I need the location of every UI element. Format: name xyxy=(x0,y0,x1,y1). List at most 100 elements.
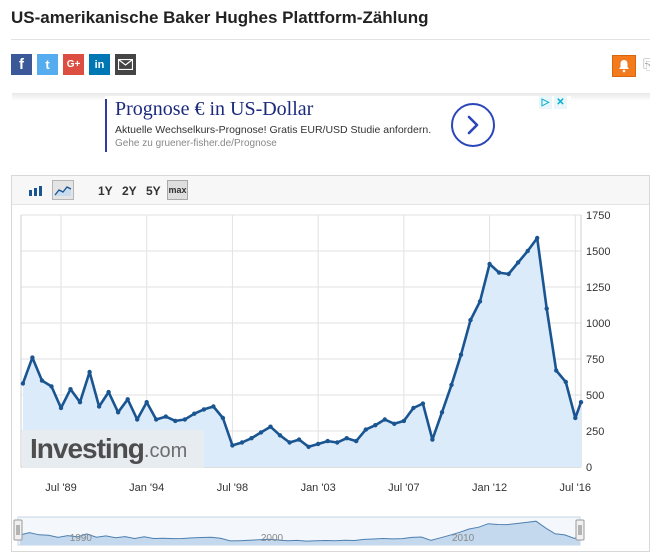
ad-title[interactable]: Prognose € in US-Dollar xyxy=(115,98,314,120)
data-point xyxy=(296,437,302,442)
navigator-label: 1990 xyxy=(70,533,93,544)
chart-axes: 0 250 500 750 1000 1250 1500 1750 Jul '89 Jan '94… xyxy=(45,210,610,494)
data-point xyxy=(192,411,197,416)
data-point xyxy=(49,384,54,389)
data-point xyxy=(58,405,64,411)
data-point xyxy=(439,410,445,415)
data-point xyxy=(115,410,121,415)
data-point xyxy=(477,299,483,304)
bell-plus-icon xyxy=(619,60,629,73)
envelope-icon xyxy=(118,59,133,70)
y-tick-label: 1000 xyxy=(586,318,610,330)
data-point xyxy=(573,415,578,421)
data-point xyxy=(125,397,130,402)
x-tick-label: Jan '94 xyxy=(129,482,164,494)
chart-toolbar: 1Y 2Y 5Y max xyxy=(12,176,649,205)
data-point xyxy=(306,444,311,449)
data-point xyxy=(382,417,387,422)
y-tick-label: 250 xyxy=(586,426,604,438)
linkedin-share-button[interactable]: in xyxy=(89,54,110,75)
y-tick-label: 0 xyxy=(586,462,592,474)
share-bar: f t G+ in xyxy=(11,54,136,75)
range-navigator[interactable]: 1990 2000 2010 xyxy=(13,516,585,546)
y-tick-label: 1750 xyxy=(586,210,610,222)
bar-chart-type-button[interactable] xyxy=(25,180,47,200)
data-point xyxy=(182,417,187,422)
range-1y-button[interactable]: 1Y xyxy=(98,184,113,198)
data-point xyxy=(258,430,264,435)
data-point xyxy=(420,401,426,406)
data-point xyxy=(563,379,568,385)
data-point xyxy=(487,261,492,267)
data-point xyxy=(135,417,140,422)
data-point xyxy=(430,437,435,442)
y-tick-label: 750 xyxy=(586,354,604,366)
data-point xyxy=(220,415,226,421)
adchoices-icon[interactable]: ▷ xyxy=(539,96,552,109)
partial-icon: ⎘ xyxy=(643,56,650,72)
navigator-label: 2000 xyxy=(261,533,284,544)
data-point xyxy=(268,424,273,429)
create-alert-button[interactable] xyxy=(612,55,636,77)
data-point xyxy=(20,381,26,386)
chart-series xyxy=(20,235,584,449)
page-title: US-amerikanische Baker Hughes Plattform-… xyxy=(11,8,429,27)
range-2y-button[interactable]: 2Y xyxy=(122,184,137,198)
chevron-right-icon xyxy=(467,115,479,135)
navigator-handle[interactable] xyxy=(575,519,585,541)
range-max-button[interactable]: max xyxy=(167,180,188,200)
data-point xyxy=(373,423,378,428)
range-5y-button[interactable]: 5Y xyxy=(146,184,161,198)
data-point xyxy=(287,440,292,445)
data-point xyxy=(154,417,159,422)
data-point xyxy=(535,235,540,241)
data-point xyxy=(468,317,473,323)
x-tick-label: Jan '03 xyxy=(301,482,336,494)
title-divider xyxy=(11,39,650,40)
y-tick-label: 1500 xyxy=(586,246,610,258)
ad-accent-bar xyxy=(105,99,107,152)
facebook-share-button[interactable]: f xyxy=(11,54,32,75)
data-point xyxy=(335,440,340,445)
navigator-area xyxy=(19,521,580,545)
area-chart-icon xyxy=(54,185,72,196)
googleplus-share-button[interactable]: G+ xyxy=(63,54,84,75)
email-share-button[interactable] xyxy=(115,54,136,75)
data-point xyxy=(506,271,511,277)
data-point xyxy=(449,382,454,388)
data-point xyxy=(458,352,464,357)
data-point xyxy=(211,404,216,409)
x-tick-label: Jul '07 xyxy=(388,482,419,494)
data-point xyxy=(249,436,254,441)
watermark-suffix: .com xyxy=(143,440,188,462)
data-point xyxy=(39,378,45,383)
advertisement[interactable]: Prognose € in US-Dollar Aktuelle Wechsel… xyxy=(105,96,571,154)
area-chart-type-button[interactable] xyxy=(52,180,74,200)
navigator-label: 2010 xyxy=(452,533,475,544)
x-tick-label: Jul '98 xyxy=(217,482,248,494)
x-tick-label: Jul '89 xyxy=(45,482,76,494)
data-point xyxy=(315,441,321,447)
data-point xyxy=(239,440,245,445)
ad-url[interactable]: Gehe zu gruener-fisher.de/Prognose xyxy=(115,138,277,149)
data-point xyxy=(68,387,73,392)
data-point xyxy=(344,436,349,441)
data-point xyxy=(325,438,330,444)
data-point xyxy=(496,270,502,275)
data-point xyxy=(96,404,102,409)
navigator-line xyxy=(19,520,581,542)
data-point xyxy=(163,414,168,419)
data-point xyxy=(173,418,178,424)
data-point xyxy=(30,355,35,360)
ad-close-icon[interactable]: ✕ xyxy=(554,96,567,109)
y-tick-label: 1250 xyxy=(586,282,610,294)
ad-open-button[interactable] xyxy=(451,103,495,147)
data-point xyxy=(411,405,416,411)
investing-watermark: Investing .com xyxy=(22,430,204,468)
data-point xyxy=(354,438,359,444)
ad-description: Aktuelle Wechselkurs-Prognose! Gratis EU… xyxy=(115,124,432,136)
data-point xyxy=(363,427,368,432)
twitter-share-button[interactable]: t xyxy=(37,54,58,75)
navigator-handle[interactable] xyxy=(13,519,23,541)
data-point xyxy=(87,369,92,375)
